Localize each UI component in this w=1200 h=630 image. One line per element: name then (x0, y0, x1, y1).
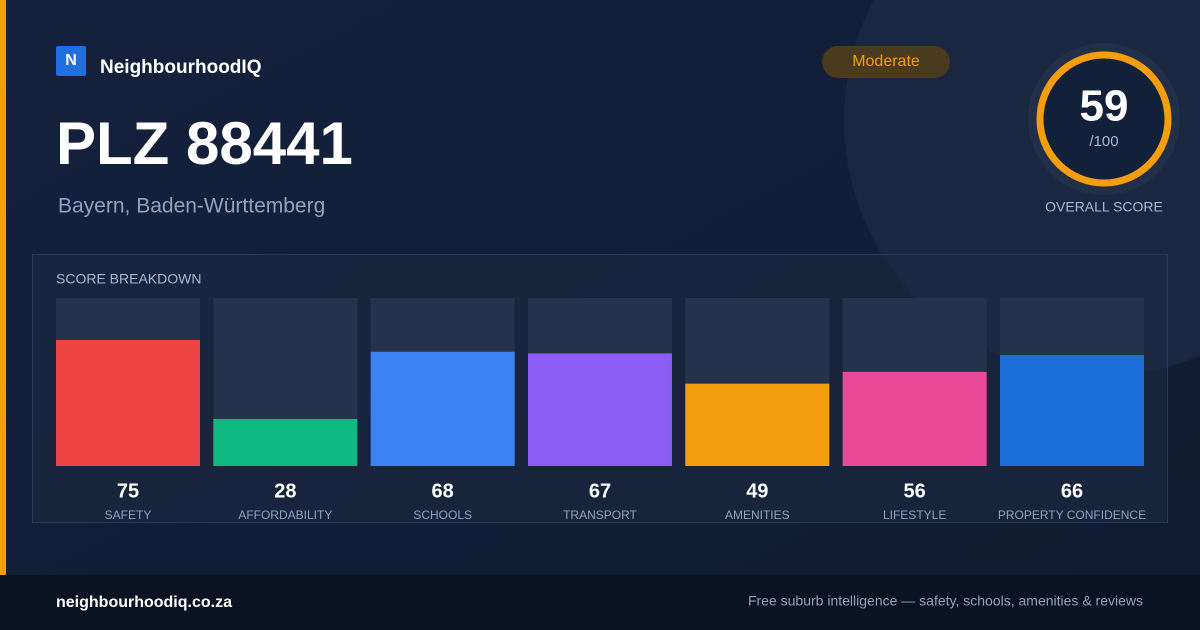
value-label: 56 (904, 480, 926, 502)
value-label: 68 (432, 480, 454, 502)
bar (999, 355, 1144, 466)
category-label: LIFESTYLE (883, 508, 946, 522)
value-label: 49 (746, 480, 768, 502)
footer-tagline: Free suburb intelligence — safety, schoo… (748, 593, 1143, 609)
category-label: AFFORDABILITY (238, 508, 332, 522)
bar (842, 371, 987, 466)
badge-text: Moderate (852, 53, 920, 70)
logo-letter: N (65, 52, 77, 69)
category-label: PROPERTY CONFIDENCE (998, 508, 1146, 522)
score-suffix: /100 (1089, 133, 1118, 150)
category-label: TRANSPORT (563, 508, 637, 522)
value-label: 66 (1061, 480, 1083, 502)
category-label: SCHOOLS (413, 508, 472, 522)
bar (56, 340, 200, 466)
category-label: SAFETY (105, 508, 152, 522)
bar (685, 383, 830, 466)
value-label: 67 (589, 480, 611, 502)
breakdown-title: SCORE BREAKDOWN (56, 271, 201, 287)
category-label: AMENITIES (725, 508, 790, 522)
bar (213, 418, 358, 466)
footer-site: neighbourhoodiq.co.za (56, 594, 232, 611)
score-label: OVERALL SCORE (1045, 199, 1163, 215)
title: PLZ 88441 (56, 110, 353, 177)
value-label: 75 (117, 480, 139, 502)
logo (56, 46, 86, 76)
bar (527, 353, 672, 466)
bar (370, 351, 515, 466)
score-value: 59 (1080, 82, 1129, 131)
badge (822, 46, 950, 78)
score-ring (1036, 51, 1172, 187)
value-label: 28 (274, 480, 296, 502)
footer (0, 575, 1200, 630)
location: Bayern, Baden-Württemberg (58, 195, 325, 218)
accent-stripe (0, 0, 6, 575)
brand-name: NeighbourhoodIQ (100, 57, 261, 78)
